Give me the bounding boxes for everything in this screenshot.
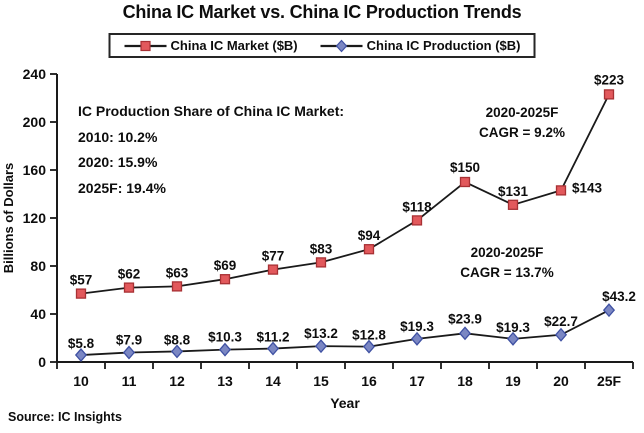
data-label-market-10: $143	[572, 180, 603, 195]
data-point-market-6	[363, 244, 375, 255]
data-label-production-3: $10.3	[208, 330, 242, 345]
y-tick-label: 200	[23, 114, 47, 130]
annotation-cagr-production-value: CAGR = 13.7%	[460, 265, 554, 280]
data-point-market-7	[411, 215, 423, 226]
series-line-market	[80, 93, 610, 295]
x-tick-label: 25F	[597, 373, 622, 389]
annotation-cagr-market-range: 2020-2025F	[485, 105, 559, 120]
x-tick-label: 16	[361, 373, 377, 389]
legend: China IC Market ($B) China IC Production…	[108, 33, 536, 58]
data-label-production-4: $11.2	[256, 330, 289, 345]
data-point-production-6	[362, 339, 376, 354]
data-point-production-0	[74, 348, 88, 363]
data-label-production-8: $23.9	[448, 311, 482, 326]
data-label-market-0: $57	[70, 273, 93, 288]
data-label-market-8: $150	[450, 160, 480, 175]
annotation-cagr-market-value: CAGR = 9.2%	[479, 125, 565, 140]
data-point-production-9	[506, 331, 520, 346]
y-tick-label: 80	[30, 258, 46, 274]
legend-label-market: China IC Market ($B)	[170, 38, 298, 53]
data-label-market-2: $63	[166, 265, 189, 280]
production-series-marker-icon	[320, 39, 363, 52]
data-point-production-5	[314, 339, 328, 354]
legend-marker-production-diamond	[335, 39, 348, 52]
y-tick-label: 240	[23, 66, 47, 82]
data-label-production-5: $13.2	[304, 326, 338, 341]
data-label-production-0: $5.8	[68, 336, 95, 351]
x-tick-label: 13	[217, 373, 233, 389]
annotation-cagr-production: 2020-2025F CAGR = 13.7%	[437, 243, 577, 283]
legend-label-production: China IC Production ($B)	[366, 38, 521, 53]
annotation-share-2020: 2020: 15.9%	[78, 154, 158, 170]
legend-item-market: China IC Market ($B)	[124, 38, 298, 53]
data-point-market-2	[171, 281, 183, 292]
data-point-market-8	[459, 176, 471, 188]
x-tick-label: 14	[265, 373, 281, 389]
data-label-production-9: $19.3	[496, 320, 530, 335]
data-point-production-11	[602, 303, 616, 318]
data-point-production-2	[170, 344, 184, 359]
data-label-production-10: $22.7	[544, 314, 578, 329]
market-series-marker-icon	[124, 40, 167, 51]
data-point-production-4	[266, 341, 280, 356]
data-point-market-1	[123, 282, 135, 293]
x-tick-label: 18	[457, 373, 473, 389]
data-label-market-9: $131	[498, 184, 529, 199]
x-tick-label: 20	[553, 373, 569, 389]
y-tick-label: 0	[38, 354, 46, 370]
data-label-production-7: $19.3	[400, 319, 434, 334]
data-point-market-0	[75, 288, 87, 299]
data-label-market-4: $77	[262, 249, 285, 264]
annotation-production-share: IC Production Share of China IC Market: …	[78, 99, 344, 201]
data-point-market-9	[507, 199, 519, 210]
x-axis-title: Year	[330, 395, 360, 411]
data-point-production-1	[122, 345, 136, 360]
data-point-production-8	[458, 326, 472, 341]
data-label-market-1: $62	[118, 267, 141, 282]
data-label-production-6: $12.8	[352, 328, 386, 343]
data-label-production-1: $7.9	[116, 333, 142, 348]
x-tick-label: 19	[505, 373, 521, 389]
series-line-production	[80, 309, 610, 356]
y-axis-title: Billions of Dollars	[1, 163, 16, 274]
data-point-market-11	[603, 89, 615, 100]
data-label-market-7: $118	[402, 199, 432, 214]
x-tick-label: 12	[169, 373, 185, 389]
data-point-production-10	[554, 327, 568, 342]
x-tick-label: 10	[73, 373, 89, 389]
x-tick-label: 11	[122, 373, 137, 389]
data-point-market-4	[267, 264, 279, 275]
data-point-market-5	[315, 257, 327, 268]
data-point-market-3	[219, 274, 231, 285]
x-tick-label: 15	[313, 373, 329, 389]
data-point-production-7	[410, 331, 424, 346]
y-tick-label: 160	[23, 162, 47, 178]
chart-title: China IC Market vs. China IC Production …	[122, 2, 522, 22]
x-tick-label: 17	[409, 373, 425, 389]
legend-item-production: China IC Production ($B)	[320, 38, 521, 53]
data-label-market-11: $223	[594, 72, 625, 87]
y-tick-label: 120	[23, 210, 47, 226]
annotation-share-title: IC Production Share of China IC Market:	[78, 103, 345, 119]
data-label-market-5: $83	[310, 241, 333, 256]
data-point-market-10	[555, 185, 567, 196]
y-tick-label: 40	[30, 306, 46, 322]
annotation-cagr-production-range: 2020-2025F	[470, 245, 544, 260]
source-note: Source: IC Insights	[8, 410, 122, 424]
data-label-market-3: $69	[214, 258, 237, 273]
data-point-production-3	[218, 342, 232, 357]
annotation-share-2010: 2010: 10.2%	[78, 128, 158, 145]
annotation-share-2025: 2025F: 19.4%	[78, 179, 166, 196]
data-label-production-11: $43.2	[602, 289, 636, 304]
annotation-cagr-market: 2020-2025F CAGR = 9.2%	[452, 103, 592, 143]
data-label-market-6: $94	[358, 228, 381, 243]
data-label-production-2: $8.8	[164, 332, 191, 347]
legend-marker-market-square	[140, 40, 151, 51]
